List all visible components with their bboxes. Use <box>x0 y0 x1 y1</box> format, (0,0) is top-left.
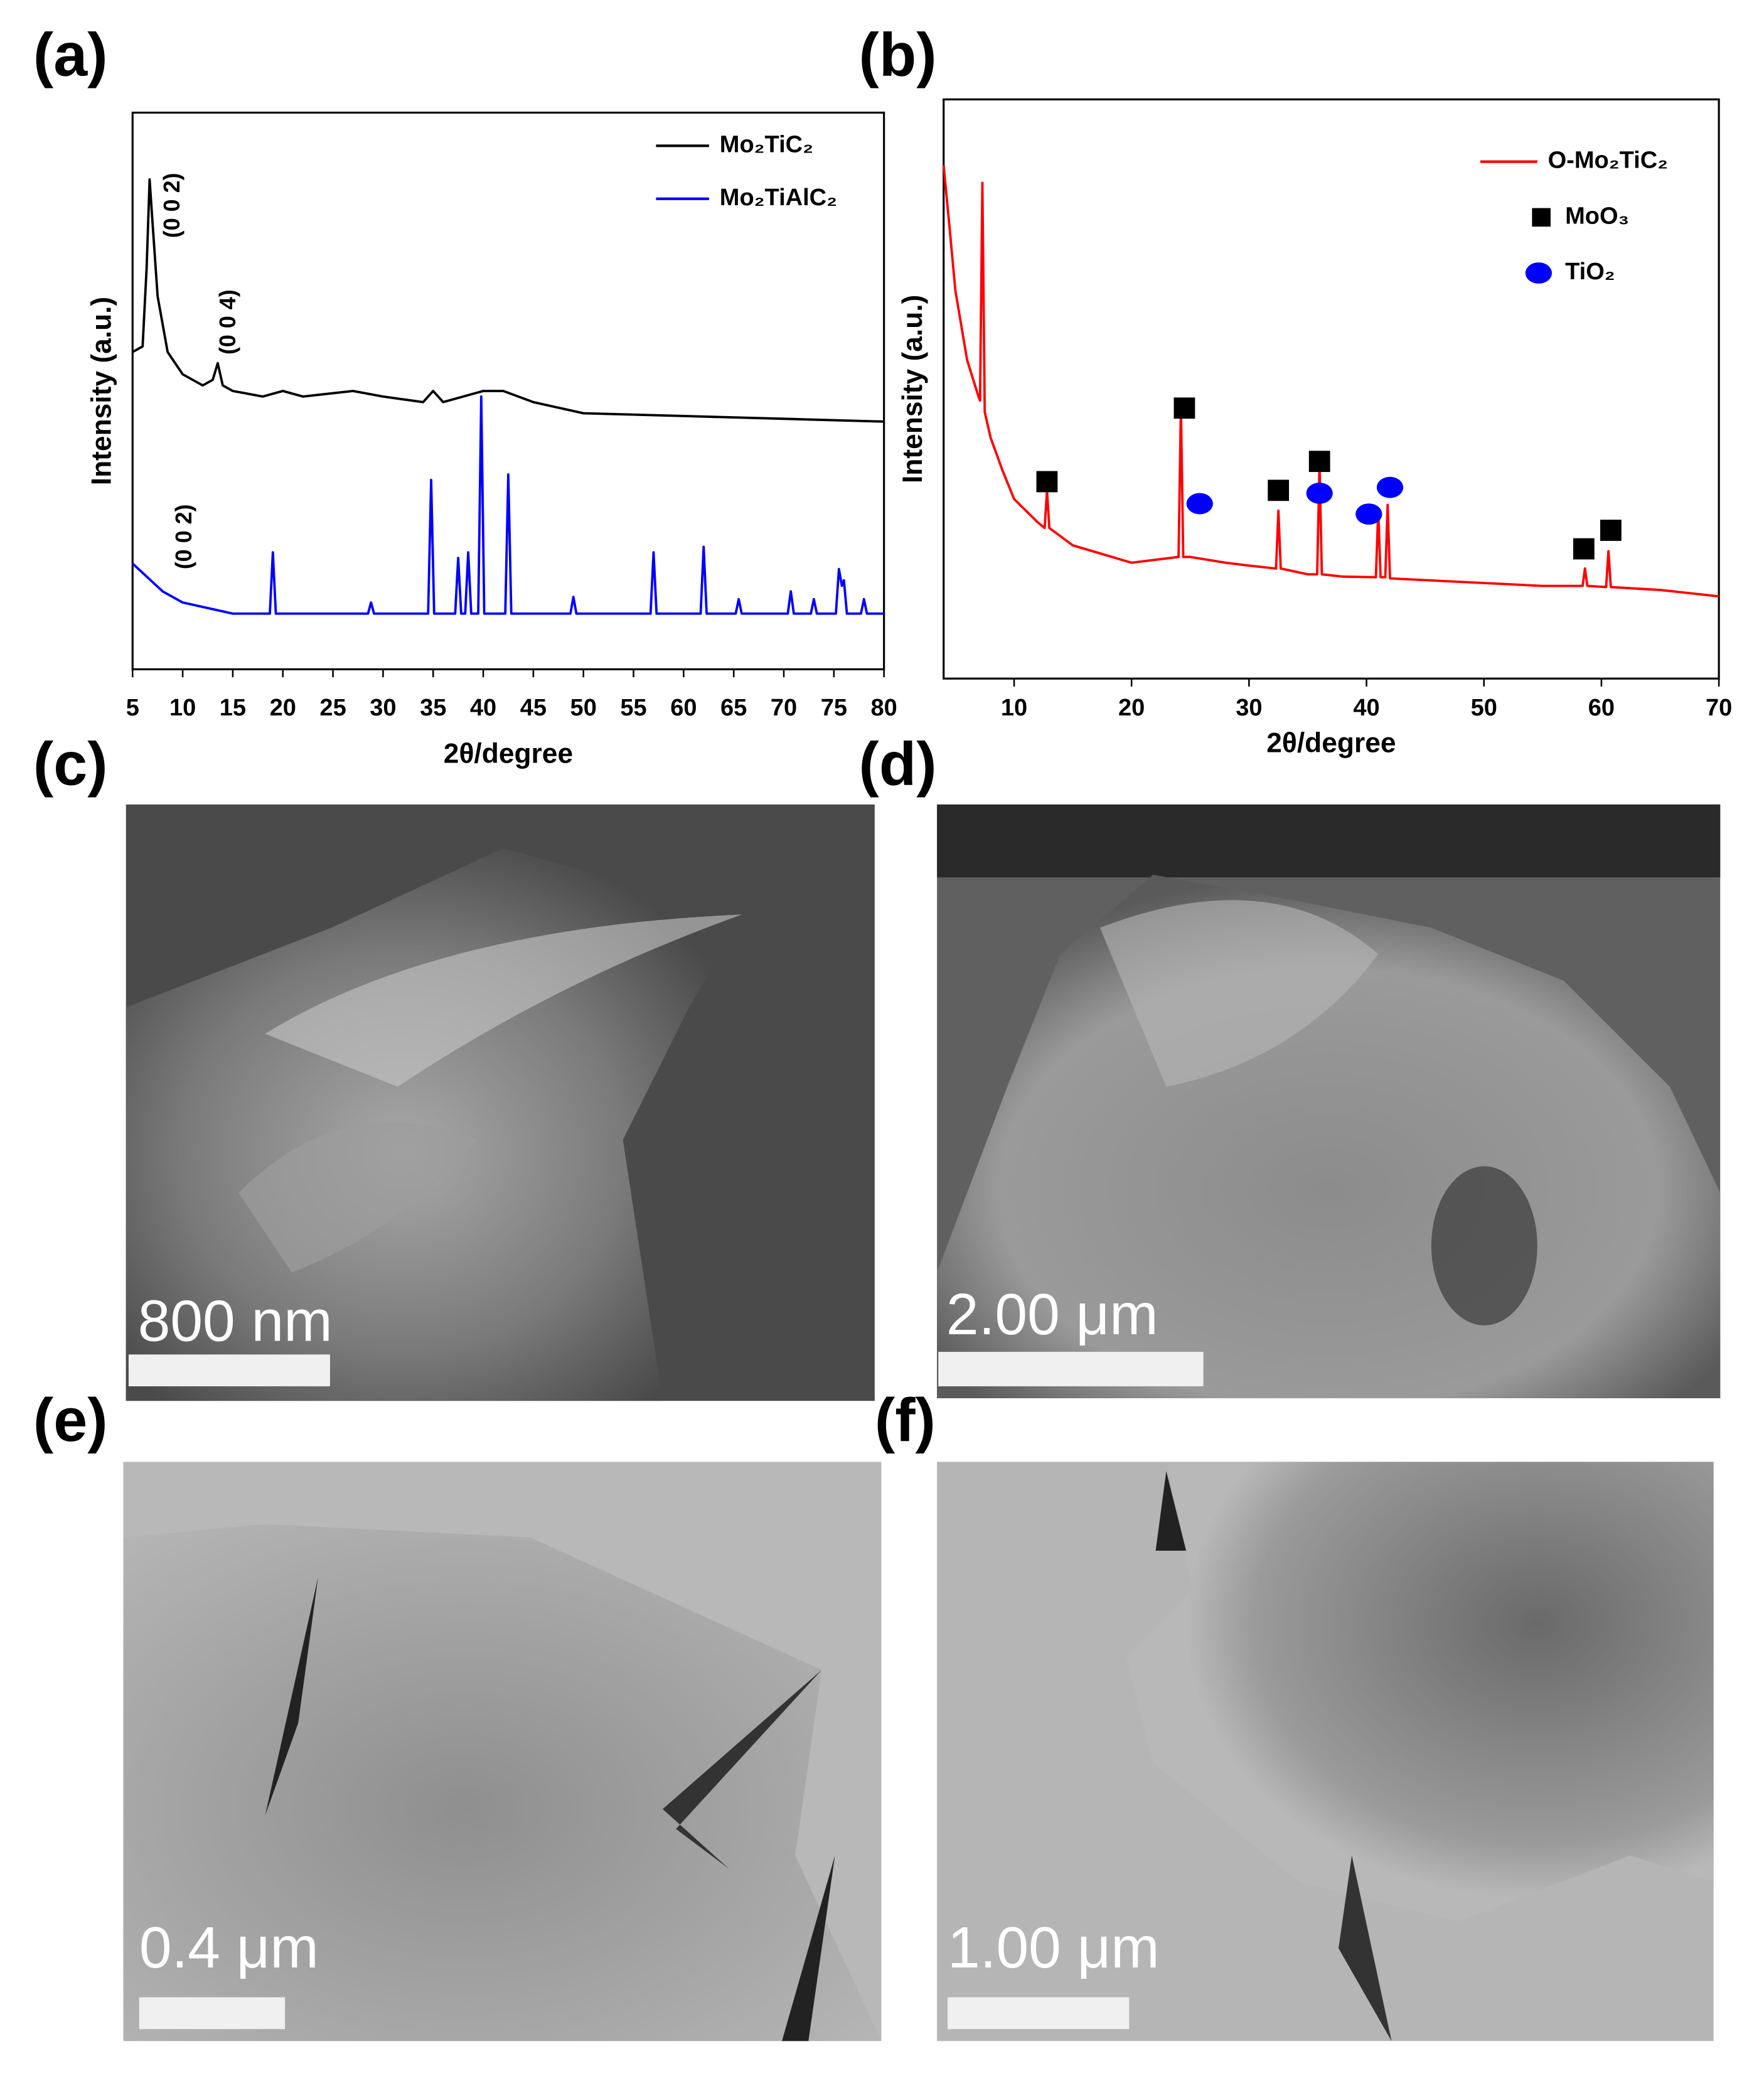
marker-circle <box>1186 493 1213 515</box>
data-line <box>942 165 1719 598</box>
legend-label: MoO₃ <box>1565 203 1629 229</box>
x-tick-label: 10 <box>169 695 196 721</box>
marker-circle <box>1376 476 1404 498</box>
x-tick-label: 35 <box>420 695 446 721</box>
x-tick-label: 40 <box>1353 695 1379 721</box>
x-tick-label: 60 <box>1588 695 1615 721</box>
peak-annotation: (0 0 4) <box>215 289 240 355</box>
scale-bar-label: 1.00 μm <box>948 1915 1160 1980</box>
y-axis-title: Intensity (a.u.) <box>87 297 117 485</box>
panel-label: (b) <box>859 21 937 89</box>
marker-square <box>1573 538 1595 560</box>
sem-image-d: 2.00 μm <box>937 804 1721 1398</box>
panel-label: (f) <box>875 1386 936 1454</box>
tem-image-f: 1.00 μm <box>937 1462 1714 2042</box>
marker-square <box>1600 520 1622 541</box>
x-tick-label: 65 <box>720 695 747 721</box>
panel-label: (d) <box>859 730 937 798</box>
peak-annotation: (0 0 2) <box>159 173 184 238</box>
panel-label: (c) <box>33 730 108 798</box>
x-tick-label: 80 <box>871 695 897 721</box>
panel-label: (e) <box>33 1386 108 1454</box>
x-tick-label: 50 <box>570 695 597 721</box>
legend-label: O-Mo₂TiC₂ <box>1548 147 1668 174</box>
sem-image-c: 800 nm <box>126 804 875 1401</box>
x-tick-label: 75 <box>821 695 847 721</box>
marker-square <box>1173 397 1195 419</box>
peak-annotation: (0 0 2) <box>171 504 196 569</box>
x-tick-label: 60 <box>670 695 697 721</box>
x-tick-label: 45 <box>520 695 547 721</box>
x-tick-label: 70 <box>1706 695 1732 721</box>
scale-bar-label: 800 nm <box>138 1288 333 1353</box>
legend-label: Mo₂TiC₂ <box>720 131 813 158</box>
panel-label: (a) <box>33 21 108 89</box>
x-tick-label: 70 <box>771 695 797 721</box>
marker-square <box>1268 479 1290 501</box>
scale-bar-label: 2.00 μm <box>946 1282 1158 1347</box>
marker-square <box>1308 451 1330 473</box>
x-tick-label: 5 <box>126 695 139 721</box>
legend-marker <box>1525 262 1553 284</box>
legend-label: TiO₂ <box>1565 259 1615 285</box>
x-tick-label: 40 <box>470 695 496 721</box>
x-tick-label: 30 <box>370 695 396 721</box>
plot-frame <box>943 98 1720 680</box>
data-line <box>132 178 884 423</box>
x-axis-title: 2θ/degree <box>1266 728 1396 759</box>
x-tick-label: 10 <box>1001 695 1027 721</box>
legend-marker <box>1532 208 1551 227</box>
x-tick-label: 55 <box>620 695 646 721</box>
x-tick-label: 20 <box>1118 695 1145 721</box>
y-axis-title: Intensity (a.u.) <box>897 295 928 483</box>
x-tick-label: 15 <box>220 695 246 721</box>
marker-square <box>1036 471 1058 493</box>
marker-circle <box>1306 483 1333 504</box>
legend-label: Mo₂TiAlC₂ <box>720 185 837 211</box>
x-tick-label: 30 <box>1236 695 1262 721</box>
x-axis-title: 2θ/degree <box>444 738 573 769</box>
marker-circle <box>1355 503 1382 525</box>
x-tick-label: 50 <box>1471 695 1497 721</box>
data-line <box>131 395 884 615</box>
x-tick-label: 20 <box>270 695 296 721</box>
tem-image-e: 0.4 μm <box>123 1462 882 2042</box>
scale-bar-label: 0.4 μm <box>139 1915 319 1980</box>
x-tick-label: 25 <box>319 695 346 721</box>
plot-frame <box>131 111 885 671</box>
